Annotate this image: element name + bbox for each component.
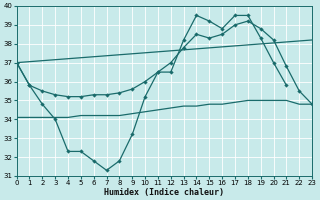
X-axis label: Humidex (Indice chaleur): Humidex (Indice chaleur) <box>104 188 224 197</box>
